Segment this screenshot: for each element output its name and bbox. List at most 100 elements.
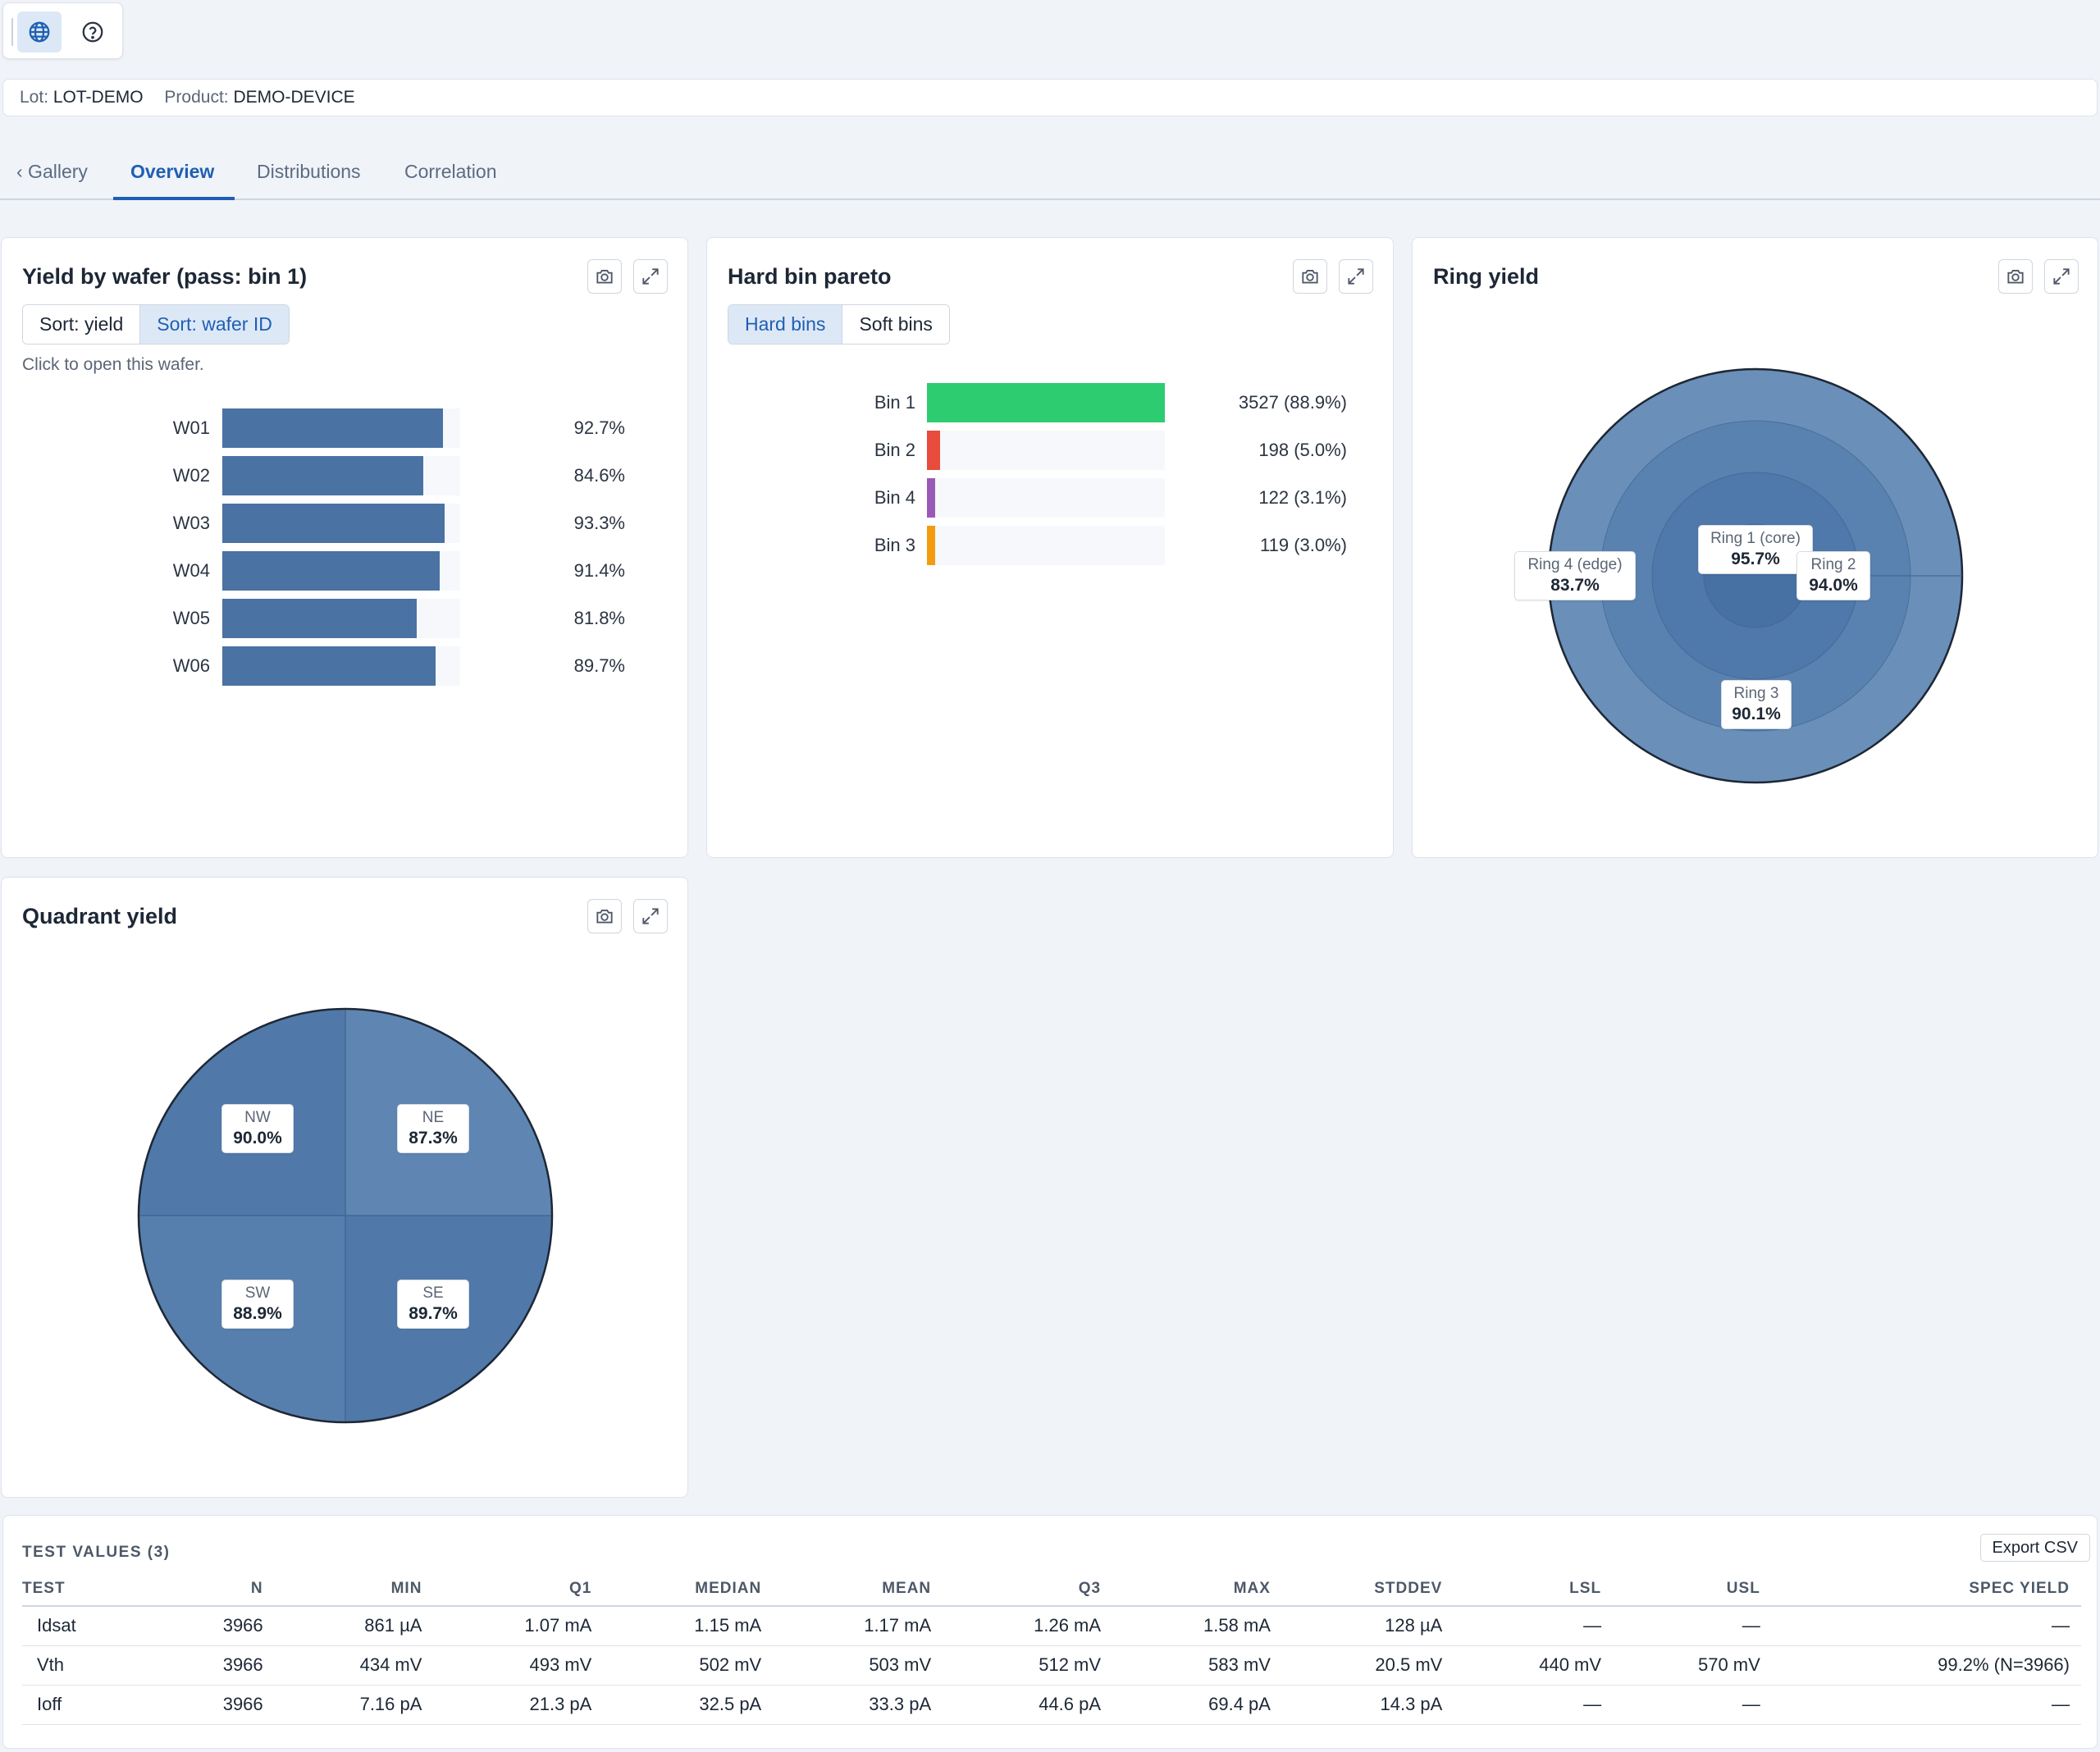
tab-distributions[interactable]: Distributions [257,161,361,182]
expand-icon [642,268,659,285]
wafer-yield-bar[interactable] [222,599,418,638]
wafer-yield-value: 81.8% [573,608,625,628]
soft-bins-button[interactable]: Soft bins [842,305,949,344]
bin-type-toggle: Hard bins Soft bins [728,304,950,344]
card-title: Ring yield [1433,264,1540,289]
ring-value: 94.0% [1809,576,1858,595]
column-header[interactable]: N [162,1572,275,1607]
wafer-bar-track[interactable] [222,646,460,686]
hard-bins-button[interactable]: Hard bins [728,305,842,344]
table-cell: 1.17 mA [773,1606,943,1646]
tab-correlation[interactable]: Correlation [404,161,497,182]
quadrant-value: 87.3% [409,1129,458,1147]
bin-bar-track[interactable] [927,383,1165,422]
expand-button[interactable] [633,899,668,933]
wafer-yield-bar[interactable] [222,646,436,686]
ring-yield-card: Ring yield Ring 1 (core) 95.7% Ring 2 94… [1412,237,2098,858]
wafer-yield-bar[interactable] [222,551,441,591]
wafer-bar-track[interactable] [222,599,460,638]
quadrant-name: SE [422,1284,444,1302]
bin-count-bar[interactable] [927,431,941,470]
quadrant-yield-card: Quadrant yield NW 90.0% NE 87.3% SW 88.9… [1,877,688,1498]
snapshot-button[interactable] [1293,259,1327,294]
tab-overview[interactable]: Overview [130,161,215,182]
column-header[interactable]: MAX [1112,1572,1282,1607]
bin-label: Bin 2 [874,440,915,460]
bin-label: Bin 3 [874,535,915,555]
snapshot-button[interactable] [587,899,622,933]
ring-value: 83.7% [1550,576,1600,595]
tab-gallery[interactable]: ‹ Gallery [16,161,88,182]
ring-value: 95.7% [1731,550,1780,568]
expand-button[interactable] [2044,259,2079,294]
table-row[interactable]: Ioff 3966 7.16 pA 21.3 pA 32.5 pA 33.3 pA 44.6… [22,1685,2081,1725]
expand-button[interactable] [633,259,668,294]
wafer-bar-track[interactable] [222,551,460,591]
table-cell: 512 mV [943,1645,1113,1686]
sort-wafer-button[interactable]: Sort: wafer ID [139,305,289,344]
help-button[interactable] [71,11,115,52]
table-header-row: TEST N MIN Q1 MEDIAN MEAN Q3 MAX STDDEV LSL USL SPE… [22,1572,2081,1607]
snapshot-button[interactable] [1998,259,2033,294]
column-header[interactable]: STDDEV [1281,1572,1454,1607]
column-header[interactable]: TEST [22,1572,163,1607]
yield-by-wafer-card: Yield by wafer (pass: bin 1) Sort: yield… [1,237,688,858]
export-csv-button[interactable]: Export CSV [1979,1534,2090,1562]
ring-1-tooltip: Ring 1 (core) 95.7% [1698,525,1813,574]
wafer-yield-bar[interactable] [222,504,445,543]
ring-name: Ring 1 (core) [1710,530,1801,547]
ring-name: Ring 3 [1733,685,1779,702]
wafer-yield-bar[interactable] [222,408,443,448]
click-hint: Click to open this wafer. [22,355,204,374]
table-cell: 3966 [162,1685,275,1725]
column-header[interactable]: MEAN [773,1572,943,1607]
wafer-bar-track[interactable] [222,504,460,543]
wafer-yield-value: 93.3% [573,513,625,533]
expand-button[interactable] [1339,259,1373,294]
table-cell: 33.3 pA [773,1685,943,1725]
column-header[interactable]: SPEC YIELD [1771,1572,2081,1607]
column-header[interactable]: USL [1613,1572,1772,1607]
column-header[interactable]: LSL [1454,1572,1614,1607]
wafer-bar-track[interactable] [222,408,460,448]
column-header[interactable]: MIN [274,1572,434,1607]
sort-yield-button[interactable]: Sort: yield [23,305,140,344]
table-title: TEST VALUES (3) [22,1544,171,1561]
table-cell: 32.5 pA [603,1685,774,1725]
bin-count-bar[interactable] [927,526,935,565]
table-cell: Idsat [22,1606,163,1646]
product-label: Product: [164,88,229,107]
globe-button[interactable] [17,11,62,52]
view-tabs: ‹ Gallery Overview Distributions Correla… [0,148,2100,200]
column-header[interactable]: Q3 [943,1572,1113,1607]
test-values-panel: TEST VALUES (3) Export CSV TEST N MIN Q1 MED… [2,1515,2098,1749]
sw-tooltip: SW 88.9% [221,1280,294,1329]
bin-bar-track[interactable] [927,478,1165,518]
bin-count-bar[interactable] [927,383,1165,422]
wafer-bar-track[interactable] [222,456,460,495]
bin-bar-track[interactable] [927,431,1165,470]
lot-value: LOT-DEMO [52,88,144,107]
wafer-label: W03 [172,513,210,533]
bin-count-value: 198 (5.0%) [1258,440,1347,460]
table-cell: Ioff [22,1685,163,1725]
table-cell: — [1771,1606,2081,1646]
bin-bar-track[interactable] [927,526,1165,565]
snapshot-button[interactable] [587,259,622,294]
toolbar-separator [11,18,13,46]
table-cell: 44.6 pA [943,1685,1113,1725]
table-row[interactable]: Idsat 3966 861 µA 1.07 mA 1.15 mA 1.17 mA 1.26… [22,1606,2081,1646]
column-header[interactable]: Q1 [433,1572,604,1607]
camera-icon [596,910,613,924]
table-cell: — [1454,1685,1614,1725]
table-cell: 1.58 mA [1112,1606,1282,1646]
bin-count-bar[interactable] [927,478,936,518]
table-cell: 69.4 pA [1112,1685,1282,1725]
wafer-yield-bar[interactable] [222,456,424,495]
table-cell: 21.3 pA [433,1685,604,1725]
table-cell: 440 mV [1454,1645,1614,1686]
table-row[interactable]: Vth 3966 434 mV 493 mV 502 mV 503 mV 512 mV 583… [22,1645,2081,1686]
table-cell: 570 mV [1613,1645,1772,1686]
column-header[interactable]: MEDIAN [603,1572,774,1607]
sort-toggle: Sort: yield Sort: wafer ID [22,304,290,344]
